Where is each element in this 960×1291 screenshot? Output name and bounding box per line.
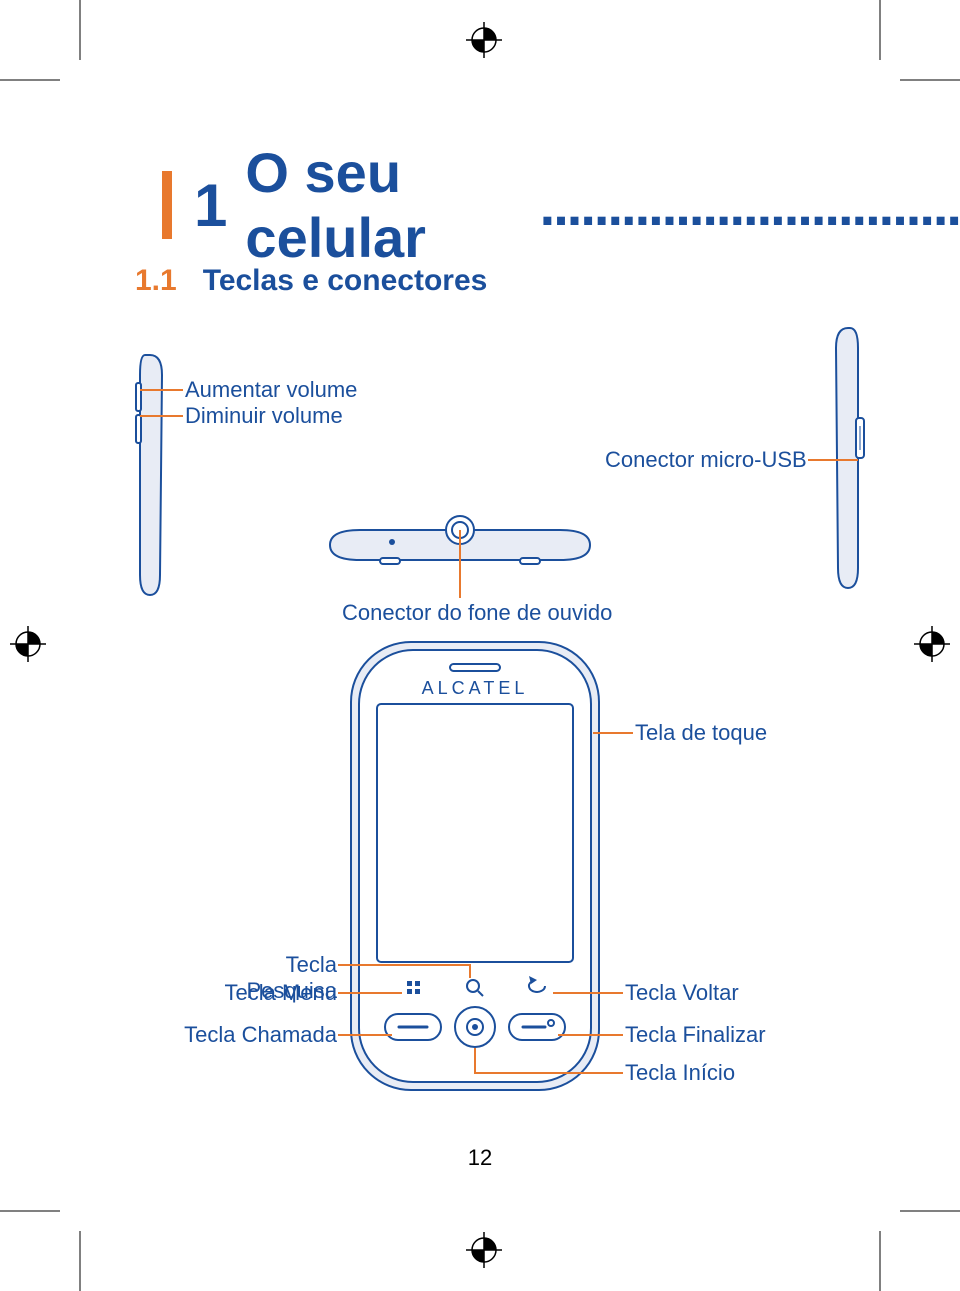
chapter-number: 1: [194, 171, 225, 240]
reg-mark-bottom: [464, 1230, 504, 1270]
phone-top-view: [320, 510, 600, 590]
section-heading: 1.1 Teclas e conectores: [135, 264, 487, 298]
phone-brand-text: ALCATEL: [422, 678, 529, 698]
reg-mark-top: [464, 20, 504, 60]
crop-bl: [0, 1171, 120, 1291]
crop-tr: [840, 0, 960, 120]
crop-tl: [0, 0, 120, 120]
label-call-key: Tecla Chamada: [177, 1022, 337, 1048]
section-number: 1.1: [135, 264, 177, 298]
label-back-key: Tecla Voltar: [625, 980, 739, 1006]
phone-front-view: ALCATEL: [345, 636, 605, 1096]
chapter-dots: ...............................: [540, 173, 960, 238]
label-home-key: Tecla Início: [625, 1060, 735, 1086]
crop-br: [840, 1171, 960, 1291]
manual-page: 1 O seu celular ........................…: [0, 0, 960, 1291]
label-headphone: Conector do fone de ouvido: [342, 600, 612, 626]
section-title: Teclas e conectores: [203, 264, 488, 298]
label-micro-usb: Conector micro-USB: [605, 447, 807, 473]
reg-mark-left: [8, 624, 48, 664]
label-end-key: Tecla Finalizar: [625, 1022, 766, 1048]
chapter-title: O seu celular: [245, 140, 539, 270]
page-number: 12: [0, 1145, 960, 1171]
reg-mark-right: [912, 624, 952, 664]
chapter-heading: 1 O seu celular ........................…: [162, 140, 960, 270]
phone-left-side-view: [130, 345, 180, 605]
label-volume-down: Diminuir volume: [185, 403, 343, 429]
label-touchscreen: Tela de toque: [635, 720, 767, 746]
label-menu-key: Tecla Menu: [197, 980, 337, 1006]
chapter-accent-bar: [162, 171, 172, 239]
phone-right-side-view: [820, 318, 870, 598]
label-volume-up: Aumentar volume: [185, 377, 357, 403]
